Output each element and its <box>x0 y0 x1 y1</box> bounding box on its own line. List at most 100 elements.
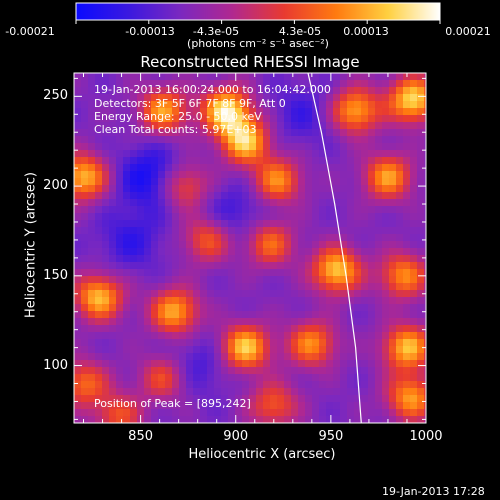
heatmap-cell <box>88 346 96 354</box>
heatmap-cell <box>256 213 264 221</box>
heatmap-cell <box>417 192 425 200</box>
heatmap-cell <box>410 213 418 221</box>
heatmap-cell <box>319 381 327 389</box>
heatmap-cell <box>263 122 271 130</box>
heatmap-cell <box>298 283 306 291</box>
heatmap-cell <box>291 339 299 347</box>
heatmap-cell <box>263 220 271 228</box>
heatmap-cell <box>417 395 425 403</box>
heatmap-cell <box>102 227 110 235</box>
heatmap-cell <box>144 276 152 284</box>
heatmap-cell <box>193 80 201 88</box>
heatmap-cell <box>375 297 383 305</box>
heatmap-cell <box>221 213 229 221</box>
heatmap-cell <box>193 416 201 423</box>
heatmap-cell <box>340 80 348 88</box>
heatmap-cell <box>410 353 418 361</box>
heatmap-cell <box>291 367 299 375</box>
heatmap-cell <box>389 255 397 263</box>
heatmap-cell <box>305 395 313 403</box>
heatmap-cell <box>375 157 383 165</box>
heatmap-cell <box>235 304 243 312</box>
heatmap-cell <box>165 297 173 305</box>
heatmap-cell <box>312 129 320 137</box>
heatmap-cell <box>179 234 187 242</box>
heatmap-cell <box>228 255 236 263</box>
heatmap-cell <box>403 115 411 123</box>
heatmap-cell <box>263 402 271 410</box>
heatmap-cell <box>193 374 201 382</box>
heatmap-cell <box>305 304 313 312</box>
heatmap-cell <box>354 101 362 109</box>
heatmap-cell <box>214 101 222 109</box>
heatmap-cell <box>74 283 82 291</box>
heatmap-cell <box>333 108 341 116</box>
heatmap-cell <box>158 157 166 165</box>
heatmap-cell <box>151 416 159 423</box>
heatmap-cell <box>158 297 166 305</box>
heatmap-cell <box>116 416 124 423</box>
heatmap-cell <box>228 402 236 410</box>
heatmap-cell <box>74 276 82 284</box>
heatmap-cell <box>228 395 236 403</box>
heatmap-cell <box>200 80 208 88</box>
heatmap-cell <box>375 360 383 368</box>
heatmap-cell <box>417 262 425 270</box>
heatmap-cell <box>130 206 138 214</box>
heatmap-cell <box>368 346 376 354</box>
heatmap-cell <box>354 360 362 368</box>
heatmap-cell <box>242 416 250 423</box>
heatmap-cell <box>375 367 383 375</box>
heatmap-cell <box>158 87 166 95</box>
heatmap-cell <box>137 283 145 291</box>
heatmap-cell <box>74 171 82 179</box>
heatmap-cell <box>102 367 110 375</box>
heatmap-cell <box>109 101 117 109</box>
heatmap-cell <box>74 199 82 207</box>
heatmap-cell <box>340 185 348 193</box>
heatmap-cell <box>186 381 194 389</box>
heatmap-cell <box>326 402 334 410</box>
heatmap-cell <box>424 332 426 340</box>
heatmap-cell <box>305 227 313 235</box>
heatmap-cell <box>298 374 306 382</box>
heatmap-cell <box>88 374 96 382</box>
heatmap-cell <box>277 227 285 235</box>
heatmap-cell <box>396 374 404 382</box>
heatmap-cell <box>263 290 271 298</box>
heatmap-cell <box>109 192 117 200</box>
heatmap-cell <box>235 395 243 403</box>
heatmap-cell <box>340 94 348 102</box>
heatmap-cell <box>130 73 138 81</box>
heatmap-cell <box>165 360 173 368</box>
heatmap-cell <box>249 388 257 396</box>
heatmap-cell <box>417 255 425 263</box>
heatmap-cell <box>193 402 201 410</box>
heatmap-cell <box>158 150 166 158</box>
heatmap-cell <box>172 220 180 228</box>
heatmap-cell <box>375 115 383 123</box>
heatmap-cell <box>144 227 152 235</box>
heatmap-cell <box>88 325 96 333</box>
heatmap-cell <box>249 192 257 200</box>
heatmap-cell <box>172 332 180 340</box>
heatmap-cell <box>151 213 159 221</box>
heatmap-cell <box>102 248 110 256</box>
heatmap-cell <box>144 199 152 207</box>
heatmap-cell <box>298 87 306 95</box>
heatmap-cell <box>116 283 124 291</box>
heatmap-cell <box>249 87 257 95</box>
heatmap-cell <box>144 115 152 123</box>
heatmap-cell <box>277 164 285 172</box>
heatmap-cell <box>242 157 250 165</box>
heatmap-cell <box>326 199 334 207</box>
heatmap-cell <box>228 388 236 396</box>
heatmap-cell <box>158 255 166 263</box>
heatmap-cell <box>284 304 292 312</box>
heatmap-cell <box>214 255 222 263</box>
heatmap-cell <box>424 108 426 116</box>
heatmap-cell <box>123 108 131 116</box>
heatmap-cell <box>186 164 194 172</box>
heatmap-cell <box>368 227 376 235</box>
heatmap-cell <box>172 164 180 172</box>
